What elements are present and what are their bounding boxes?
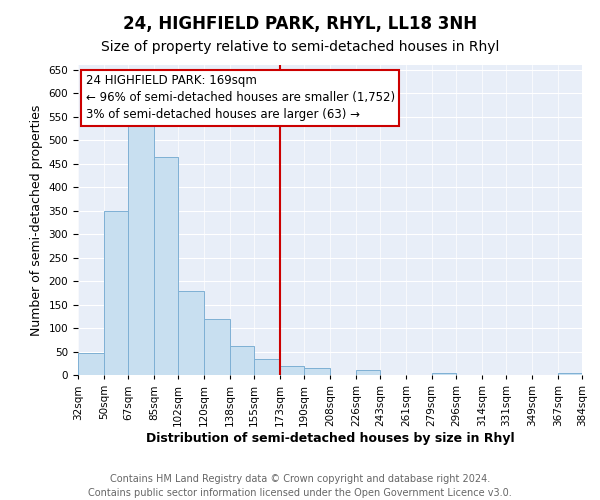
Bar	[280, 366, 304, 375]
Bar	[356, 370, 380, 375]
Bar	[431, 372, 456, 375]
Text: Size of property relative to semi-detached houses in Rhyl: Size of property relative to semi-detach…	[101, 40, 499, 54]
Bar	[557, 372, 582, 375]
Text: 24 HIGHFIELD PARK: 169sqm
← 96% of semi-detached houses are smaller (1,752)
3% o: 24 HIGHFIELD PARK: 169sqm ← 96% of semi-…	[86, 74, 395, 122]
Bar	[128, 124, 154, 375]
Text: 24, HIGHFIELD PARK, RHYL, LL18 3NH: 24, HIGHFIELD PARK, RHYL, LL18 3NH	[123, 15, 477, 33]
Bar	[304, 368, 330, 375]
Bar	[254, 358, 280, 375]
Bar	[154, 156, 178, 375]
Text: Contains HM Land Registry data © Crown copyright and database right 2024.
Contai: Contains HM Land Registry data © Crown c…	[88, 474, 512, 498]
Bar	[78, 353, 104, 375]
Bar	[178, 292, 204, 375]
Bar	[230, 346, 254, 375]
X-axis label: Distribution of semi-detached houses by size in Rhyl: Distribution of semi-detached houses by …	[146, 432, 514, 444]
Bar	[104, 211, 128, 375]
Y-axis label: Number of semi-detached properties: Number of semi-detached properties	[30, 104, 43, 336]
Bar	[204, 319, 230, 375]
